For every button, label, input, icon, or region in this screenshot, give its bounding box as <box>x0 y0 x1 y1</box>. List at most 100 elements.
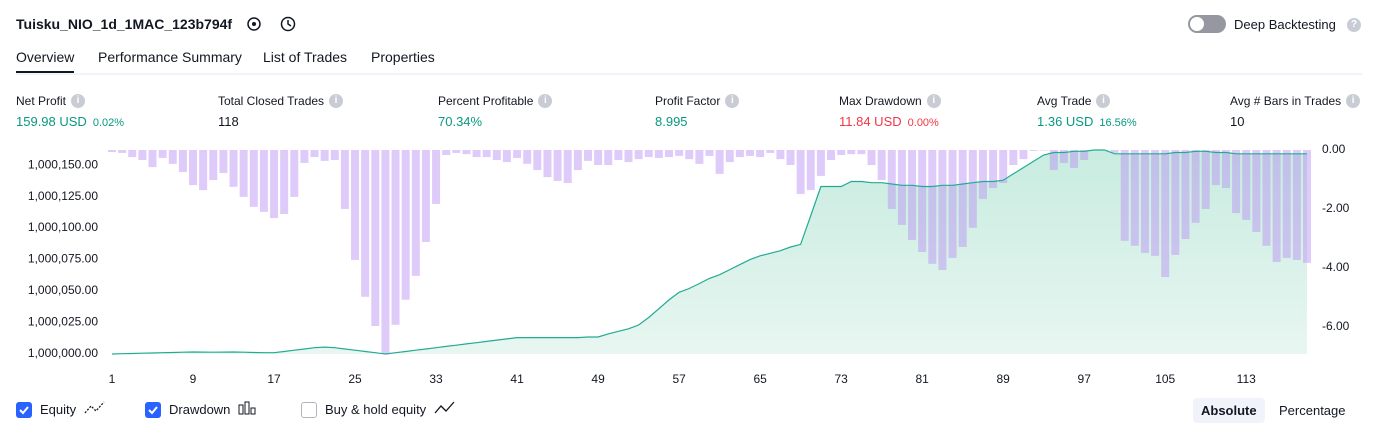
x-tick-label: 81 <box>915 372 929 386</box>
stat-value-row: 8.995 <box>655 114 739 129</box>
info-icon[interactable]: i <box>725 94 740 108</box>
drawdown-bar <box>1292 150 1301 260</box>
legend-icon <box>84 401 106 418</box>
drawdown-bar <box>1221 150 1230 189</box>
drawdown-bar <box>138 150 147 161</box>
tab[interactable]: Overview <box>16 49 75 74</box>
drawdown-bar <box>735 150 744 158</box>
checkbox[interactable] <box>145 401 161 418</box>
x-tick-label: 49 <box>591 372 605 386</box>
drawdown-bar <box>128 150 137 158</box>
drawdown-bar <box>594 150 603 166</box>
drawdown-bar <box>340 150 349 209</box>
stat: Profit Factor i 8.995 <box>655 94 740 129</box>
stat-label: Net Profit <box>16 94 67 108</box>
drawdown-bar <box>918 150 927 252</box>
mode-button[interactable]: Absolute <box>1193 398 1265 423</box>
info-icon[interactable]: i <box>71 94 86 108</box>
stat-value-row: 70.34% <box>438 114 552 129</box>
drawdown-bar <box>563 150 572 184</box>
drawdown-bar <box>249 150 258 207</box>
drawdown-bar <box>442 150 451 156</box>
drawdown-bar <box>553 150 562 181</box>
tab[interactable]: Properties <box>371 49 435 65</box>
info-icon[interactable]: i <box>538 94 553 108</box>
toggle[interactable] <box>1188 15 1226 33</box>
legend-item[interactable]: Drawdown <box>145 401 256 418</box>
y-tick-label: 1,000,125.00 <box>28 189 98 203</box>
drawdown-bar <box>573 150 582 171</box>
drawdown-bar <box>685 150 694 160</box>
legend-item[interactable]: Equity <box>16 401 106 418</box>
mode-button[interactable]: Percentage <box>1279 403 1346 418</box>
stat-change: 0.00% <box>907 117 939 129</box>
checkbox[interactable] <box>16 401 32 418</box>
checkbox[interactable] <box>301 401 317 418</box>
drawdown-bar <box>320 150 329 161</box>
drawdown-bar <box>675 150 684 156</box>
stat-value: 1.36 USD <box>1037 114 1094 129</box>
drawdown-bar <box>229 150 238 187</box>
x-tick-label: 17 <box>267 372 281 386</box>
drawdown-bar <box>766 150 775 153</box>
tab[interactable]: List of Trades <box>263 49 348 65</box>
drawdown-bar <box>1191 150 1200 223</box>
y2-tick-label: -6.00 <box>1322 319 1350 333</box>
legend-label: Drawdown <box>169 402 231 417</box>
y2-tick-label: 0.00 <box>1322 142 1346 156</box>
stat-label-row: Total Closed Trades i <box>218 94 344 108</box>
drawdown-bar <box>948 150 957 258</box>
x-tick-label: 25 <box>348 372 362 386</box>
drawdown-bar <box>887 150 896 209</box>
separator <box>16 73 1362 75</box>
drawdown-bar <box>705 150 714 156</box>
drawdown-bar <box>604 150 613 166</box>
drawdown-bar <box>259 150 268 212</box>
drawdown-bar <box>148 150 157 168</box>
strategy-title: Tuisku_NIO_1d_1MAC_123b794f <box>16 16 233 32</box>
info-icon[interactable]: ? <box>1347 18 1361 32</box>
stat-value: 70.34% <box>438 114 483 129</box>
drawdown-bar <box>847 150 856 155</box>
y2-tick-label: -2.00 <box>1322 201 1350 215</box>
info-icon[interactable]: i <box>1096 94 1111 108</box>
y-tick-label: 1,000,075.00 <box>28 252 98 266</box>
drawdown-bar <box>1282 150 1291 258</box>
drawdown-bar <box>776 150 785 160</box>
drawdown-bar <box>401 150 410 300</box>
stat-label: Percent Profitable <box>438 94 534 108</box>
drawdown-bar <box>1303 150 1311 263</box>
x-tick-label: 1 <box>109 372 116 386</box>
tab[interactable]: Performance Summary <box>98 49 242 65</box>
equity-line <box>111 149 1307 355</box>
drawdown-bar <box>1080 150 1089 161</box>
header-icons[interactable] <box>244 14 304 34</box>
stat-value: 159.98 USD <box>16 114 87 129</box>
info-icon[interactable]: i <box>926 94 941 108</box>
drawdown-bar <box>634 150 643 160</box>
info-icon[interactable]: i <box>1346 94 1361 108</box>
legend-item[interactable]: Buy & hold equity <box>301 401 456 418</box>
drawdown-bar <box>1140 150 1149 253</box>
drawdown-bar <box>351 150 360 260</box>
stat-value-row: 1.36 USD 16.56% <box>1037 114 1137 129</box>
drawdown-bar <box>1120 150 1129 241</box>
drawdown-bar <box>300 150 309 163</box>
drawdown-bar <box>239 150 248 197</box>
stat: Avg Trade i 1.36 USD 16.56% <box>1037 94 1137 129</box>
drawdown-bar <box>168 150 177 164</box>
info-icon[interactable]: i <box>329 94 344 108</box>
drawdown-bar <box>310 150 319 158</box>
drawdown-bar <box>583 150 592 161</box>
drawdown-bar <box>1171 150 1180 255</box>
drawdown-bar <box>999 150 1008 184</box>
drawdown-bar <box>1272 150 1281 263</box>
y2-tick-label: -4.00 <box>1322 260 1350 274</box>
drawdown-bar <box>908 150 917 240</box>
x-tick-label: 73 <box>834 372 848 386</box>
drawdown-bar <box>209 150 218 181</box>
drawdown-bar <box>928 150 937 264</box>
drawdown-bar <box>411 150 420 276</box>
drawdown-bar <box>989 150 998 189</box>
